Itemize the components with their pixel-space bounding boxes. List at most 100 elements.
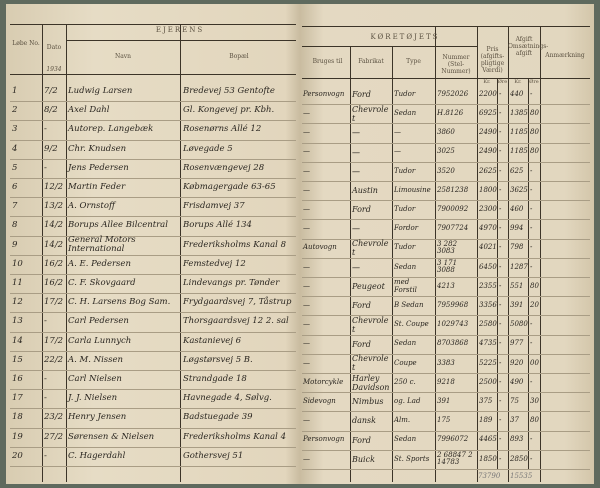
row-rule	[10, 350, 296, 352]
row-price-ore: -	[499, 339, 502, 348]
row-price-kr: 2490	[479, 128, 497, 137]
row-lobe-no: 18	[12, 412, 23, 423]
row-tax-ore: -	[530, 339, 533, 348]
row-rule	[302, 161, 590, 163]
row-rule	[302, 430, 590, 432]
row-price-kr: 2580	[479, 320, 497, 329]
row-chassis-number: 7959968	[437, 301, 469, 310]
row-tax-kr: 1287	[510, 262, 528, 271]
row-lobe-no: 3	[12, 124, 18, 135]
row-date: -	[44, 162, 47, 173]
row-owner-name: C. Hagerdahl	[68, 450, 126, 461]
row-rule	[10, 408, 296, 410]
total-pris: 73790	[478, 472, 501, 480]
row-owner-address: Gl. Kongevej pr. Kbh.	[183, 105, 275, 116]
row-rule	[302, 411, 590, 413]
row-make: Ford	[352, 90, 371, 100]
col-dato: Dato	[46, 44, 62, 51]
row-date: -	[44, 393, 47, 404]
row-price-ore: -	[499, 301, 502, 310]
row-date: 9/2	[44, 143, 58, 154]
row-lobe-no: 4	[12, 143, 18, 154]
row-rule	[302, 219, 590, 221]
row-price-kr: 2625	[479, 166, 497, 175]
row-type: Fordor	[394, 224, 419, 233]
row-price-kr: 2355	[479, 281, 497, 290]
row-owner-address: Femstedvej 12	[183, 258, 246, 269]
row-price-kr: 189	[479, 416, 493, 425]
row-make: —	[352, 262, 360, 272]
col-type: Type	[406, 58, 421, 65]
row-type: Limousine	[394, 185, 431, 194]
row-owner-address: Frederiksholms Kanal 8	[183, 239, 286, 250]
row-price-ore: -	[499, 224, 502, 233]
row-type: med Forstil	[394, 278, 417, 294]
row-lobe-no: 8	[12, 220, 18, 231]
row-owner-address: Frydgaardsvej 7, Tåstrup	[183, 297, 292, 308]
row-date: -	[44, 374, 47, 385]
row-rule	[302, 104, 590, 106]
row-date: 16/2	[44, 278, 64, 289]
row-tax-ore: -	[530, 224, 533, 233]
row-owner-address: Kastanievej 6	[183, 335, 242, 346]
row-type: 250 c.	[394, 377, 416, 386]
row-rule	[10, 466, 296, 467]
row-tax-ore: -	[530, 166, 533, 175]
row-make: Ford	[352, 435, 371, 445]
row-tax-ore: -	[530, 243, 533, 252]
row-lobe-no: 1	[12, 86, 18, 97]
row-usage: —	[303, 320, 310, 329]
row-price-ore: -	[499, 147, 502, 156]
row-tax-ore: -	[530, 377, 533, 386]
row-tax-kr: 391	[510, 301, 524, 310]
column-rule	[435, 26, 436, 482]
row-rule	[10, 446, 296, 448]
row-chassis-number: 7996072	[437, 435, 469, 444]
row-lobe-no: 7	[12, 201, 18, 212]
row-owner-address: Lindevangs pr. Tønder	[183, 278, 280, 289]
right-ledger-page	[300, 4, 594, 484]
owner-section-header: EJERENS	[155, 26, 205, 34]
row-type: St. Coupe	[394, 320, 429, 329]
row-tax-ore: 80	[530, 128, 539, 137]
row-rule	[10, 331, 296, 333]
pris-kr-label: Kr.	[483, 79, 491, 85]
afgift-ore-label: Øre	[529, 79, 539, 85]
row-make: Buick	[352, 454, 375, 464]
row-lobe-no: 13	[12, 316, 23, 327]
row-rule	[10, 139, 296, 141]
row-price-ore: -	[499, 454, 502, 463]
top-rule	[302, 26, 590, 27]
top-rule	[10, 24, 296, 25]
row-rule	[302, 373, 590, 374]
row-price-kr: 4021	[479, 243, 497, 252]
row-rule	[302, 257, 590, 259]
row-date: 16/2	[44, 258, 64, 269]
row-price-kr: 4465	[479, 435, 497, 444]
row-tax-ore: -	[530, 454, 533, 463]
row-owner-address: Løvegade 5	[183, 143, 233, 154]
row-rule	[10, 158, 296, 160]
row-price-kr: 3356	[479, 301, 497, 310]
row-usage: —	[303, 109, 310, 118]
section-rule	[66, 40, 296, 41]
row-type: —	[394, 147, 401, 156]
row-owner-name: Carla Lunnych	[68, 335, 132, 346]
col-fabrikat: Fabrikat	[358, 58, 384, 65]
row-date: -	[44, 450, 47, 461]
row-lobe-no: 10	[12, 258, 23, 269]
row-date: -	[44, 124, 47, 135]
row-tax-kr: 977	[510, 339, 524, 348]
row-rule	[10, 197, 296, 199]
row-date: 22/2	[44, 354, 64, 365]
column-rule	[66, 24, 67, 482]
row-owner-name: A. Ornstoff	[68, 201, 115, 212]
row-tax-ore: -	[530, 320, 533, 329]
row-date: 27/2	[44, 431, 64, 442]
row-tax-kr: 920	[510, 358, 524, 367]
row-tax-ore: 80	[530, 109, 539, 118]
row-rule	[302, 200, 590, 202]
row-usage: Autovogn	[303, 243, 337, 252]
row-make: Chevrolet	[352, 104, 389, 123]
row-tax-kr: 3625	[510, 185, 528, 194]
